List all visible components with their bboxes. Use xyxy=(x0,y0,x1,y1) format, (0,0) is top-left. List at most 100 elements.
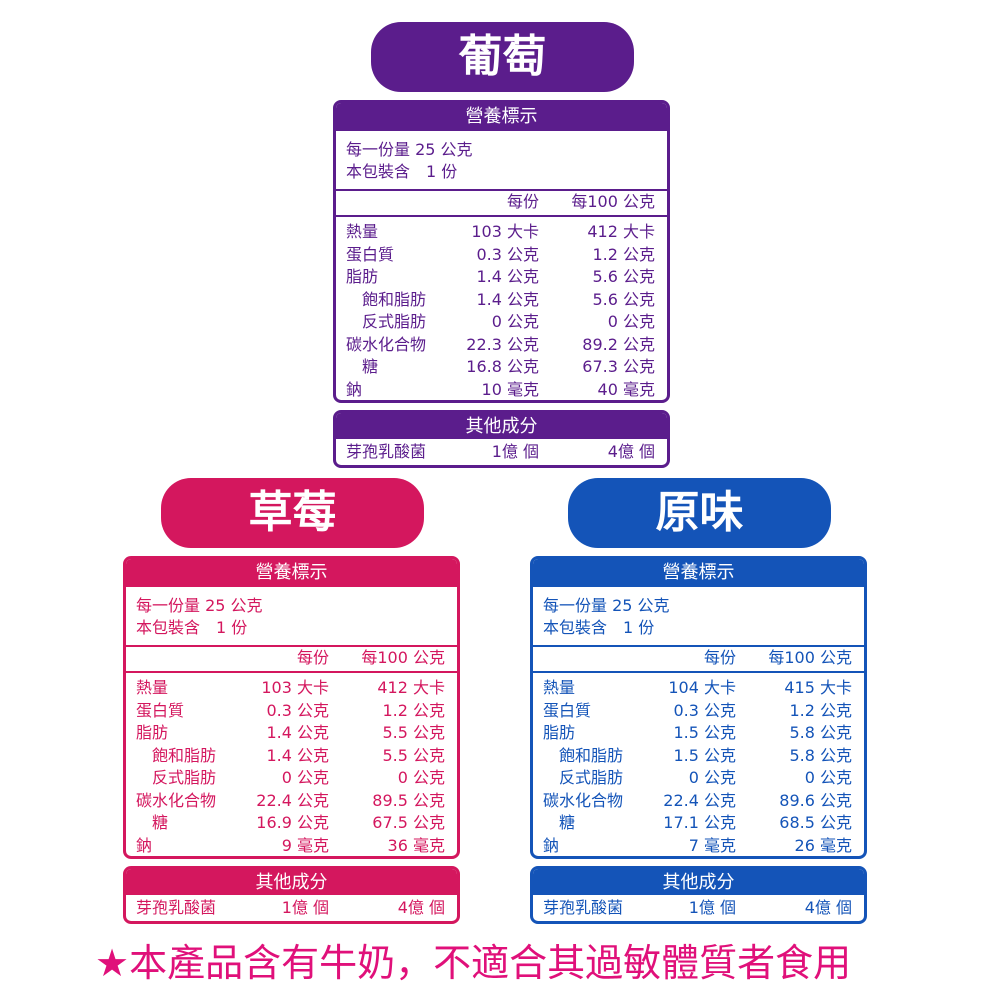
per-serving: 10 毫克 xyxy=(481,379,539,399)
per-serving: 17.1 公克 xyxy=(663,813,736,832)
label-header: 營養標示 xyxy=(533,559,864,587)
servings: 本包裝含 1 份 xyxy=(136,618,248,637)
per-serving: 1.4 公克 xyxy=(266,745,329,765)
ingredient-name: 芽孢乳酸菌 xyxy=(136,898,217,917)
per-100g: 40 毫克 xyxy=(597,379,655,399)
per-100g: 412 大卡 xyxy=(377,678,445,697)
nutrient-name: 蛋白質 xyxy=(346,244,395,264)
nutrient-name: 反式脂肪 xyxy=(559,768,624,787)
per-100g: 0 公克 xyxy=(607,312,655,331)
per-100g: 5.5 公克 xyxy=(382,723,445,742)
serving-size: 每一份量 25 公克 xyxy=(346,140,473,159)
nutrient-name: 糖 xyxy=(152,813,169,832)
per-100g: 68.5 公克 xyxy=(779,813,852,832)
per-serving: 1.5 公克 xyxy=(673,745,736,765)
nutrient-name: 鈉 xyxy=(346,379,363,399)
col-header: 每份 xyxy=(506,192,539,211)
per-serving: 103 大卡 xyxy=(471,222,539,241)
per-serving: 103 大卡 xyxy=(261,678,329,697)
nutrient-name: 反式脂肪 xyxy=(152,768,217,787)
divider xyxy=(336,215,667,217)
per-serving: 7 毫克 xyxy=(688,835,736,855)
per-100g: 4億 個 xyxy=(607,442,655,461)
ingredient-name: 芽孢乳酸菌 xyxy=(543,898,624,917)
nutrition-label: 營養標示 每一份量 25 公克 本包裝含 1 份每份 每100 公克 熱量 104 大卡 4… xyxy=(530,556,867,859)
nutrient-name: 鈉 xyxy=(543,835,560,855)
nutrient-name: 鈉 xyxy=(136,835,153,855)
col-header: 每份 xyxy=(296,648,329,667)
per-serving: 1億 個 xyxy=(491,442,539,461)
other-header: 其他成分 xyxy=(533,869,864,895)
per-100g: 0 公克 xyxy=(804,768,852,787)
col-header: 每100 公克 xyxy=(571,192,655,211)
divider xyxy=(533,645,864,647)
nutrient-name: 碳水化合物 xyxy=(136,790,217,810)
nutrient-name: 飽和脂肪 xyxy=(152,745,217,765)
per-serving: 0 公克 xyxy=(688,768,736,787)
servings: 本包裝含 1 份 xyxy=(346,162,458,181)
flavor-title: 草莓 xyxy=(161,478,424,548)
per-serving: 0.3 公克 xyxy=(266,700,329,720)
per-100g: 4億 個 xyxy=(804,898,852,917)
per-serving: 0 公克 xyxy=(491,312,539,331)
divider xyxy=(533,671,864,673)
other-label: 其他成分芽孢乳酸菌 1億 個 4億 個 xyxy=(530,866,867,924)
ingredient-name: 芽孢乳酸菌 xyxy=(346,442,427,461)
divider xyxy=(126,671,457,673)
footer-text: 本產品含有牛奶，不適合其過敏體質者食用 xyxy=(129,941,852,985)
nutrition-label: 營養標示 每一份量 25 公克 本包裝含 1 份每份 每100 公克 熱量 103 大卡 4… xyxy=(123,556,460,859)
per-100g: 5.8 公克 xyxy=(789,745,852,765)
label-header: 營養標示 xyxy=(336,103,667,131)
per-100g: 1.2 公克 xyxy=(789,700,852,720)
col-header: 每100 公克 xyxy=(361,648,445,667)
per-serving: 22.4 公克 xyxy=(256,790,329,810)
per-serving: 16.8 公克 xyxy=(466,357,539,376)
per-100g: 1.2 公克 xyxy=(382,700,445,720)
per-100g: 5.5 公克 xyxy=(382,745,445,765)
per-100g: 67.3 公克 xyxy=(582,357,655,376)
per-100g: 4億 個 xyxy=(397,898,445,917)
nutrient-name: 熱量 xyxy=(346,222,379,241)
per-100g: 36 毫克 xyxy=(387,835,445,855)
per-100g: 412 大卡 xyxy=(587,222,655,241)
per-serving: 0 公克 xyxy=(281,768,329,787)
nutrient-name: 蛋白質 xyxy=(136,700,185,720)
col-header: 每100 公克 xyxy=(768,648,852,667)
per-serving: 1億 個 xyxy=(688,898,736,917)
per-100g: 5.6 公克 xyxy=(592,267,655,286)
nutrient-name: 熱量 xyxy=(136,678,169,697)
nutrient-name: 糖 xyxy=(362,357,379,376)
nutrient-name: 蛋白質 xyxy=(543,700,592,720)
per-100g: 67.5 公克 xyxy=(372,813,445,832)
per-100g: 415 大卡 xyxy=(784,678,852,697)
other-label: 其他成分 芽孢乳酸菌 1億 個 4億 個 xyxy=(123,866,460,924)
per-serving: 1.5 公克 xyxy=(673,723,736,742)
nutrient-name: 飽和脂肪 xyxy=(362,289,427,309)
per-100g: 89.6 公克 xyxy=(779,790,852,810)
serving-size: 每一份量 25 公克 xyxy=(543,596,670,615)
star: ★ xyxy=(95,941,130,985)
nutrient-name: 碳水化合物 xyxy=(543,790,624,810)
other-label: 其他成分芽孢乳酸菌 1億 個 4億 個 xyxy=(333,410,670,468)
per-serving: 1.4 公克 xyxy=(266,723,329,742)
per-serving: 16.9 公克 xyxy=(256,813,329,832)
nutrient-name: 脂肪 xyxy=(136,723,169,742)
nutrient-name: 糖 xyxy=(559,813,576,832)
other-header: 其他成分 xyxy=(336,413,667,439)
per-100g: 5.8 公克 xyxy=(789,723,852,742)
nutrient-name: 熱量 xyxy=(543,678,576,697)
per-100g: 5.6 公克 xyxy=(592,289,655,309)
serving-size: 每一份量 25 公克 xyxy=(136,596,263,615)
per-100g: 26 毫克 xyxy=(794,835,852,855)
nutrient-name: 脂肪 xyxy=(346,267,379,286)
per-100g: 1.2 公克 xyxy=(592,244,655,264)
per-serving: 0.3 公克 xyxy=(673,700,736,720)
per-serving: 0.3 公克 xyxy=(476,244,539,264)
per-100g: 0 公克 xyxy=(397,768,445,787)
flavor-title: 葡萄 xyxy=(371,22,634,92)
other-header: 其他成分 xyxy=(126,869,457,895)
col-header: 每份 xyxy=(703,648,736,667)
nutrient-name: 碳水化合物 xyxy=(346,334,427,354)
per-serving: 9 毫克 xyxy=(281,835,329,855)
